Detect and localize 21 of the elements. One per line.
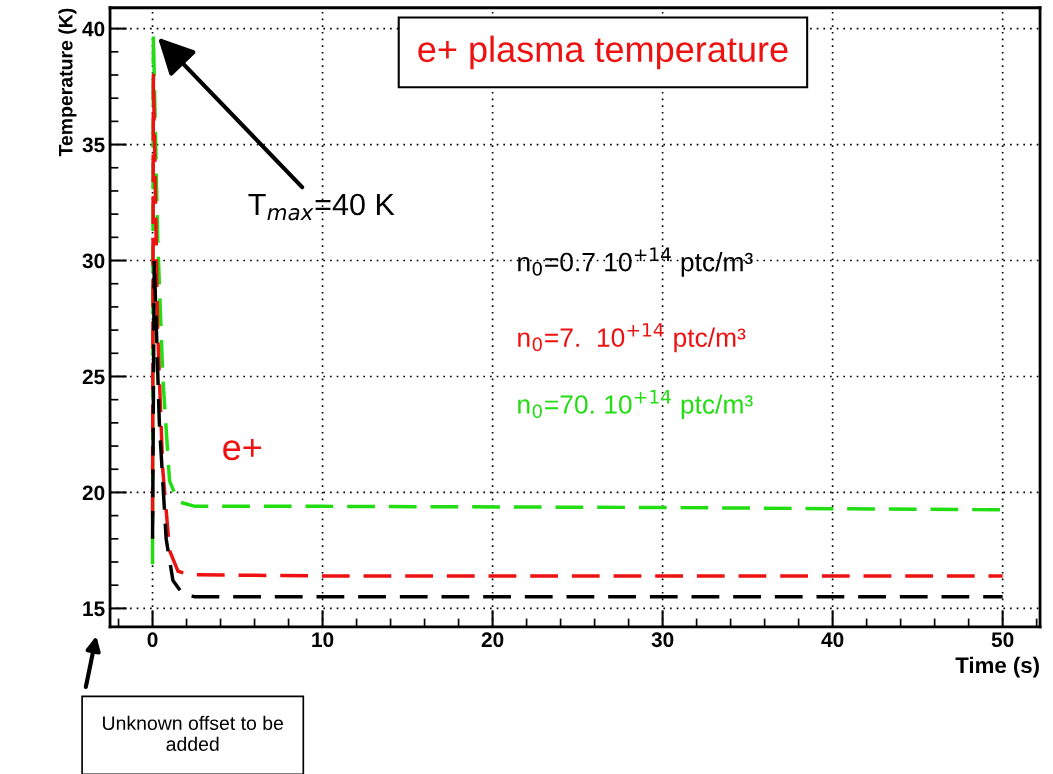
y-tick-label: 30 bbox=[82, 253, 105, 269]
y-axis-title: Temperature (K) bbox=[58, 8, 77, 157]
x-tick-label: 20 bbox=[481, 632, 504, 648]
x-axis-title: Time (s) bbox=[955, 656, 1039, 678]
x-tick-label: 10 bbox=[312, 632, 334, 648]
text: n$_{0}$=7. 10$^{+14}$ ptc/m³ bbox=[518, 323, 746, 353]
text: n$_{0}$=0.7 10$^{+14}$ ptc/m³ bbox=[518, 247, 753, 277]
x-tick-label: 50 bbox=[991, 632, 1014, 648]
y-tick-label: 20 bbox=[82, 485, 105, 501]
x-tick-label: 30 bbox=[651, 632, 674, 648]
text: Unknown offset to be added bbox=[103, 715, 284, 751]
y-tick-label: 25 bbox=[82, 369, 105, 385]
y-tick-label: 35 bbox=[82, 137, 105, 153]
x-tick-label: 40 bbox=[821, 632, 844, 648]
y-tick-label: 40 bbox=[82, 21, 105, 37]
annotation: e+ bbox=[223, 438, 262, 461]
x-tick-label: 0 bbox=[147, 632, 158, 648]
y-tick-label: 15 bbox=[83, 601, 105, 617]
annotation: T$_{max}$=40 K bbox=[248, 193, 395, 221]
text: e+ plasma temperature bbox=[418, 35, 788, 70]
text: n$_{0}$=70. 10$^{+14}$ ptc/m³ bbox=[518, 390, 753, 420]
